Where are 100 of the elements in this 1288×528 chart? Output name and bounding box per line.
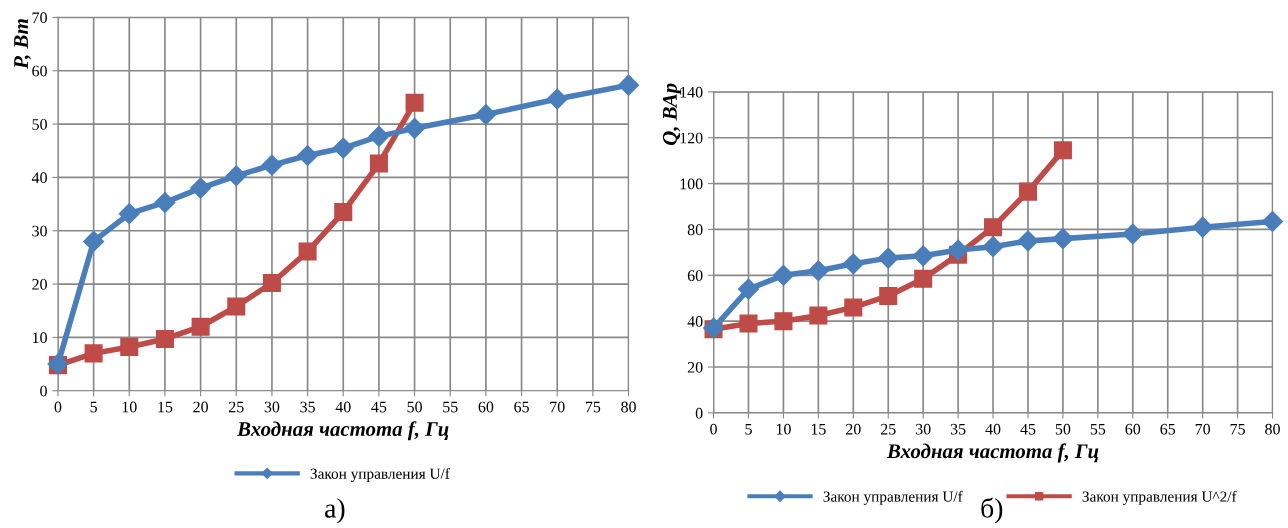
point (842, 253, 864, 275)
x-tick-label: 15 (158, 401, 173, 413)
x-tick-label: 25 (228, 401, 244, 413)
x-tick-label: 65 (1160, 423, 1176, 435)
text: б) (981, 497, 1003, 524)
x-tick-label: 50 (1055, 423, 1071, 435)
point (404, 117, 426, 139)
y-tick-label: 100 (680, 178, 703, 190)
y-tick-label: 140 (680, 86, 703, 98)
point (1052, 228, 1074, 250)
x-tick-label: 50 (407, 401, 422, 413)
x-tick-label: 15 (811, 423, 826, 435)
point (297, 145, 319, 167)
point (118, 203, 140, 225)
point (737, 278, 760, 300)
point (83, 230, 105, 252)
point (227, 297, 246, 316)
y-tick-label: 70 (32, 12, 47, 24)
point (298, 242, 317, 261)
x-tick-label: 55 (1090, 423, 1106, 435)
point (368, 125, 390, 147)
point (262, 273, 281, 293)
x-tick-label: 25 (880, 423, 896, 435)
y-tick-label: 20 (687, 361, 703, 373)
point (914, 269, 933, 288)
x-tick-label: 65 (514, 401, 529, 413)
point (1262, 210, 1284, 232)
point (120, 337, 139, 357)
point (1122, 223, 1144, 245)
x-tick-label: 35 (950, 423, 966, 435)
y-tick-label: 10 (32, 332, 47, 344)
point (190, 177, 212, 199)
x-tick-label: 30 (915, 423, 931, 435)
y-tick-label: 30 (32, 225, 47, 237)
point (947, 239, 969, 261)
y-tick-label: 50 (32, 119, 47, 130)
point (1018, 182, 1038, 201)
point (369, 154, 388, 173)
y-tick-label: 60 (687, 270, 703, 282)
point (774, 312, 793, 331)
point (405, 93, 424, 112)
y-tick-label: 60 (32, 65, 47, 77)
legend-label: Закон управления U^2/f (1082, 490, 1237, 505)
text: а) (325, 498, 345, 524)
point (984, 218, 1003, 237)
y-tick-label: 120 (680, 132, 703, 144)
point (618, 74, 640, 96)
point (844, 298, 863, 317)
y-tick-label: 0 (40, 385, 47, 397)
y-tick-label: 80 (687, 224, 703, 236)
point (1192, 216, 1214, 238)
x-tick-label: 70 (550, 401, 565, 413)
point (475, 103, 497, 125)
y-axis-title: P, Вт (14, 19, 32, 69)
point (191, 317, 210, 336)
x-axis-title: Входная частота f, Гц (886, 443, 1099, 463)
x-tick-label: 80 (1265, 423, 1280, 435)
x-tick-label: 0 (54, 401, 62, 413)
point (739, 314, 758, 333)
x-tick-label: 35 (300, 401, 315, 413)
point (546, 88, 568, 110)
x-tick-label: 75 (585, 401, 601, 413)
x-tick-label: 30 (264, 401, 280, 413)
point (982, 236, 1004, 258)
y-tick-label: 20 (32, 278, 47, 290)
x-axis-title: Входная частота f, Гц (236, 421, 449, 441)
point (334, 203, 353, 222)
x-tick-label: 40 (985, 423, 1001, 435)
point (809, 306, 828, 325)
point (332, 137, 354, 159)
legend-label: Закон управления U/f (310, 467, 450, 482)
point (807, 260, 829, 282)
x-tick-label: 10 (122, 401, 137, 413)
x-tick-label: 0 (710, 423, 717, 435)
point (155, 329, 174, 349)
point (84, 344, 103, 363)
point (1053, 141, 1072, 160)
point (877, 247, 899, 269)
y-tick-label: 40 (31, 172, 47, 184)
x-tick-label: 40 (335, 401, 351, 413)
x-tick-label: 75 (1230, 423, 1245, 435)
x-tick-label: 20 (846, 423, 861, 435)
x-tick-label: 70 (1195, 423, 1211, 435)
point (772, 264, 794, 286)
x-tick-label: 10 (776, 423, 791, 435)
x-tick-label: 20 (193, 401, 208, 413)
legend-label: Закон управления U/f (823, 490, 963, 505)
x-tick-label: 45 (371, 401, 387, 413)
point (912, 245, 934, 267)
x-tick-label: 60 (478, 401, 494, 413)
x-tick-label: 45 (1020, 423, 1036, 435)
x-tick-label: 5 (90, 401, 97, 413)
x-tick-label: 55 (443, 401, 458, 413)
point (879, 286, 898, 305)
point (154, 191, 176, 213)
point (261, 154, 283, 176)
x-tick-label: 80 (621, 401, 636, 413)
x-tick-label: 60 (1125, 423, 1141, 435)
y-tick-label: 40 (687, 316, 703, 327)
x-tick-label: 5 (745, 423, 752, 435)
